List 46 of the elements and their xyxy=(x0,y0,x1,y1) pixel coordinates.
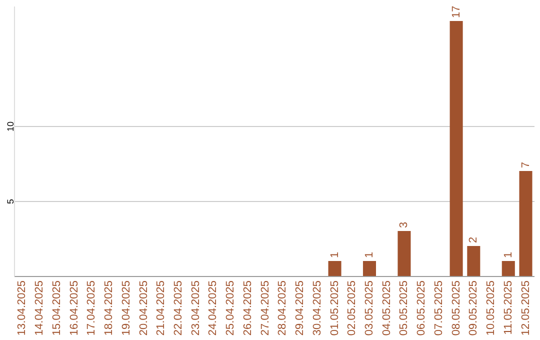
x-tick-label: 29.04.2025 xyxy=(294,280,306,336)
x-tick-label: 15.04.2025 xyxy=(50,280,63,336)
x-tick-label: 18.04.2025 xyxy=(103,280,116,336)
x-tick-label: 06.05.2025 xyxy=(416,280,428,336)
bar xyxy=(519,171,532,276)
x-tick-label: 23.04.2025 xyxy=(190,280,202,336)
data-label: 1 xyxy=(502,252,514,258)
data-label: 2 xyxy=(468,236,480,243)
x-tick-label: 25.04.2025 xyxy=(224,280,237,336)
x-tick-label: 24.04.2025 xyxy=(207,280,220,336)
bar xyxy=(502,261,515,276)
x-tick-label: 02.05.2025 xyxy=(346,280,358,336)
x-tick-label: 22.04.2025 xyxy=(172,280,185,336)
x-tick-label: 05.05.2025 xyxy=(398,280,410,336)
bar xyxy=(328,261,342,276)
x-tick-label: 04.05.2025 xyxy=(380,280,393,336)
bar xyxy=(467,246,480,276)
bar xyxy=(398,231,411,276)
x-tick-label: 20.04.2025 xyxy=(138,280,150,336)
data-label: 17 xyxy=(450,6,462,18)
data-label: 3 xyxy=(398,222,410,228)
bar xyxy=(362,261,376,276)
x-tick-label: 16.04.2025 xyxy=(68,280,80,336)
x-tick-label: 28.04.2025 xyxy=(276,280,289,336)
y-tick-label: 10 xyxy=(6,121,16,132)
x-tick-label: 12.05.2025 xyxy=(520,280,532,336)
y-tick-label: 5 xyxy=(6,198,16,204)
x-tick-label: 11.05.2025 xyxy=(502,280,514,335)
x-tick-label: 10.05.2025 xyxy=(485,280,498,336)
x-tick-label: 14.04.2025 xyxy=(34,280,46,336)
x-tick-label: 03.05.2025 xyxy=(363,280,376,336)
x-tick-label: 07.05.2025 xyxy=(432,280,445,336)
x-tick-label: 26.04.2025 xyxy=(242,280,254,336)
data-label: 1 xyxy=(328,252,341,258)
x-tick-label: 08.05.2025 xyxy=(450,280,462,336)
x-tick-label: 13.04.2025 xyxy=(16,280,28,336)
x-tick-label: 09.05.2025 xyxy=(468,280,480,336)
data-label: 7 xyxy=(520,162,532,168)
x-tick-label: 27.04.2025 xyxy=(259,280,272,336)
bar xyxy=(450,21,463,276)
x-tick-label: 17.04.2025 xyxy=(86,280,98,336)
x-tick-label: 19.04.2025 xyxy=(120,280,132,336)
x-tick-label: 01.05.2025 xyxy=(328,280,341,336)
x-tick-label: 30.04.2025 xyxy=(311,280,324,336)
data-label: 1 xyxy=(363,252,376,258)
x-tick-label: 21.04.2025 xyxy=(155,280,168,336)
